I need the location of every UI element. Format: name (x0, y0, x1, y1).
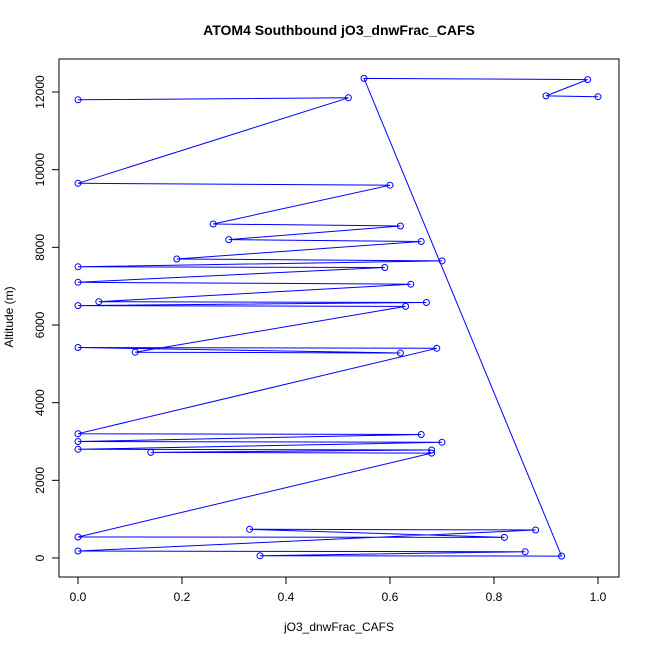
data-point (344, 94, 352, 102)
data-point (386, 181, 394, 189)
x-tick-label: 0.8 (486, 590, 503, 604)
data-point (422, 299, 430, 306)
data-point (428, 446, 436, 454)
chart-title: ATOM4 Southbound jO3_dnwFrac_CAFS (203, 22, 475, 38)
data-point (74, 96, 82, 104)
data-point (594, 93, 602, 101)
y-tick-label: 6000 (33, 311, 47, 338)
data-point (407, 280, 415, 288)
plot-area (74, 74, 602, 560)
data-point (147, 448, 155, 456)
data-point (74, 430, 82, 438)
y-tick-label: 0 (33, 554, 47, 561)
data-point (74, 533, 82, 541)
data-point (438, 438, 446, 446)
data-point (381, 264, 389, 271)
data-point (417, 431, 425, 438)
x-tick-label: 0.6 (382, 590, 399, 604)
data-point (558, 552, 566, 560)
y-tick-label: 8000 (33, 234, 47, 261)
x-tick-label: 0.4 (278, 590, 295, 604)
data-point (173, 255, 181, 263)
y-axis-label: Altitude (m) (2, 286, 16, 347)
series-line (77, 77, 599, 557)
x-tick-label: 1.0 (590, 590, 607, 604)
data-point (225, 236, 233, 244)
y-tick-label: 10000 (33, 153, 47, 187)
data-point (521, 548, 529, 556)
data-point (542, 92, 550, 100)
data-point (433, 344, 441, 352)
data-point (74, 438, 82, 445)
data-point (438, 257, 446, 265)
data-point (402, 302, 410, 310)
data-point (74, 547, 82, 555)
data-point (95, 298, 103, 306)
x-tick-label: 0.2 (174, 590, 191, 604)
data-point (360, 74, 368, 82)
data-point (74, 344, 82, 351)
data-point (74, 263, 82, 271)
x-tick-label: 0.0 (70, 590, 87, 604)
y-tick-label: 4000 (33, 389, 47, 416)
data-point (584, 76, 592, 84)
data-point (396, 349, 404, 357)
data-point (500, 533, 508, 541)
data-point (428, 449, 436, 457)
data-point (74, 445, 82, 453)
data-point (396, 222, 404, 230)
data-point (74, 278, 82, 286)
x-axis-label: jO3_dnwFrac_CAFS (283, 620, 394, 634)
data-point (209, 220, 217, 228)
data-point (417, 238, 425, 245)
data-point (74, 302, 82, 310)
data-point (246, 525, 254, 533)
y-tick-label: 12000 (33, 75, 47, 109)
data-point (532, 526, 540, 534)
data-point (256, 552, 264, 560)
y-tick-label: 2000 (33, 467, 47, 494)
x-axis: 0.0 0.2 0.4 0.6 0.8 1.0 (70, 576, 607, 604)
y-axis: 0 2000 4000 6000 8000 10000 12000 (33, 75, 60, 561)
data-point (131, 348, 139, 356)
data-point (74, 179, 82, 187)
